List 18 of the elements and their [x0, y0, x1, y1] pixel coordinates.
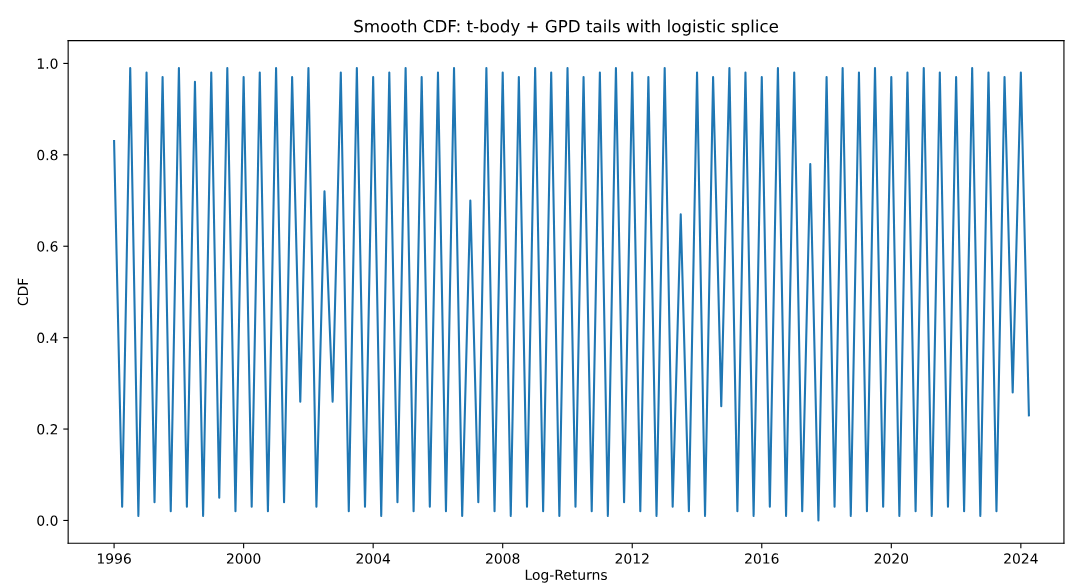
- x-tick-label: 2004: [356, 553, 391, 564]
- x-tick-label: 2000: [226, 553, 261, 564]
- line-series: [113, 66, 1030, 522]
- y-tick-label: 0.0: [37, 515, 58, 526]
- y-tick-label: 0.8: [37, 149, 58, 161]
- x-tick-label: 2020: [874, 553, 909, 564]
- y-tick-label: 0.4: [37, 332, 58, 344]
- chart-title: Smooth CDF: t-body + GPD tails with logistic splice: [354, 19, 778, 36]
- y-tick-label: 1.0: [37, 58, 58, 69]
- x-tick-label: 1996: [97, 553, 131, 564]
- x-tick-label: 2008: [486, 553, 520, 564]
- y-tick-label: 0.6: [37, 241, 58, 252]
- x-tick-label: 2012: [615, 553, 649, 564]
- y-axis-title: CDF: [17, 278, 29, 306]
- x-tick-label: 2016: [745, 553, 779, 564]
- x-tick-label: 2024: [1004, 553, 1038, 564]
- x-axis-title: Log-Returns: [525, 569, 607, 583]
- y-tick-label: 0.2: [37, 424, 58, 435]
